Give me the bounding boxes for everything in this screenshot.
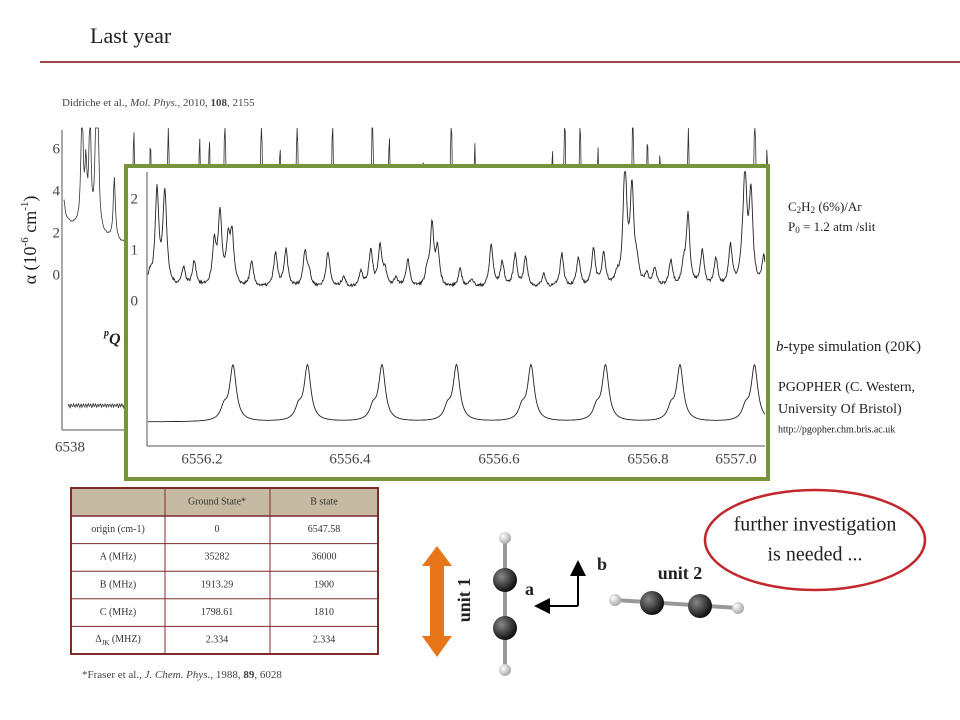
trace [147, 363, 766, 423]
y-tick-label: 0 [53, 267, 61, 283]
table-cell: origin (cm-1) [91, 524, 145, 535]
band-label: pQ [103, 328, 121, 347]
slide-title: Last year [90, 23, 172, 48]
citation: Didriche et al., Mol. Phys., 2010, 108, … [62, 97, 255, 109]
callout: is needed ... [768, 544, 863, 566]
footnote: *Fraser et al., J. Chem. Phys., 1988, 89… [82, 669, 282, 681]
table-cell: 35282 [205, 552, 230, 563]
inset-x-tick: 6556.6 [478, 451, 520, 467]
y-tick-label: 2 [53, 225, 61, 241]
table-header-bg [71, 488, 378, 516]
simulation-label: b-type simulation (20K) [776, 339, 921, 355]
table-cell: 1913.29 [201, 579, 234, 590]
table-cell: 2.334 [313, 634, 336, 645]
x-tick-label: 6538 [55, 439, 85, 455]
inset-x-tick: 6556.4 [329, 451, 371, 467]
credit: University Of Bristol) [778, 402, 902, 417]
y-tick-label: 6 [53, 141, 61, 157]
table-cell: 1900 [314, 579, 334, 590]
table-header: Ground State* [188, 496, 246, 507]
inset-y-tick: 1 [131, 242, 139, 258]
molecule-unit1 [493, 532, 517, 676]
table-header: B state [310, 496, 338, 507]
axis-a-label: a [525, 579, 534, 599]
inset-y-tick: 0 [131, 293, 139, 309]
table-cell: 2.334 [206, 634, 229, 645]
table-cell: C (MHz) [100, 607, 136, 618]
unit1-label: unit 1 [454, 578, 474, 623]
table-cell: 6547.58 [308, 524, 341, 535]
molecule-unit2 [609, 591, 744, 618]
inset-frame [124, 164, 770, 481]
parameter-table: Ground State* B state origin (cm-1) 0 6547… [70, 487, 379, 655]
table-cell: A (MHz) [100, 552, 136, 563]
callout: further investigation [734, 514, 897, 536]
axis-b-label: b [597, 554, 607, 574]
y-tick-label: 4 [53, 183, 61, 199]
inset-y-tick: 2 [131, 191, 139, 207]
table-cell: ΔJK (MHZ) [95, 634, 141, 646]
inset-x-tick: 6557.0 [715, 451, 756, 467]
table-cell: 1798.61 [201, 607, 234, 618]
inset-x-tick: 6556.2 [181, 451, 222, 467]
inset-spectrum [146, 171, 766, 447]
table-cell: B (MHz) [100, 579, 136, 590]
credit-url: http://pgopher.chm.bris.ac.uk [778, 424, 895, 435]
inset-x-tick: 6556.8 [627, 451, 668, 467]
y-axis-label: α (10-6 cm-1) [19, 196, 42, 285]
conditions: P0 = 1.2 atm /slit [788, 219, 876, 235]
unit2-label: unit 2 [658, 563, 703, 583]
callout-ellipse [703, 488, 927, 592]
credit: PGOPHER (C. Western, [778, 380, 915, 395]
conditions: C2H2 (6%)/Ar [788, 199, 862, 215]
trace [147, 171, 766, 288]
unit1-arrow [422, 546, 452, 657]
table-cell: 1810 [314, 607, 334, 618]
table-cell: 36000 [312, 552, 337, 563]
table-cell: 0 [215, 524, 220, 535]
